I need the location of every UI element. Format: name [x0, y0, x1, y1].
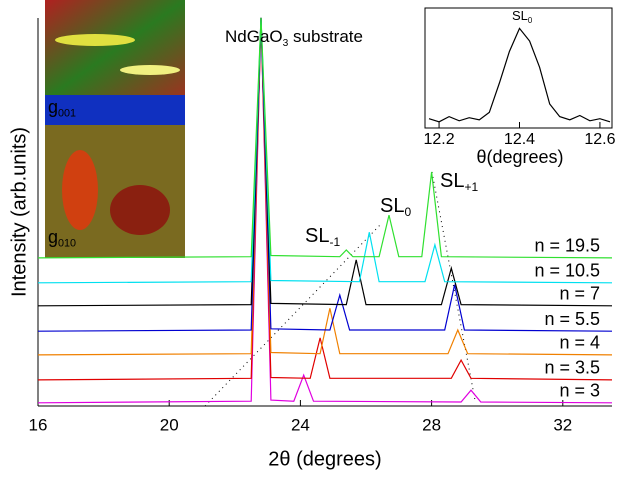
y-axis-label: Intensity (arb.units): [8, 127, 30, 297]
inset-frame: [424, 7, 613, 129]
annotation: SL0: [512, 8, 533, 25]
annotation: SL0: [380, 195, 411, 219]
annotation-sub: 001: [58, 107, 76, 119]
annotation-sub: 0: [404, 205, 411, 219]
inset-x-label: θ(degrees): [476, 147, 563, 167]
annotation: g010: [48, 227, 76, 250]
fit-line: [204, 224, 381, 407]
series-line: [428, 27, 611, 123]
series-label: n = 19.5: [534, 236, 600, 256]
annotation: NdGaO3 substrate: [225, 27, 363, 48]
x-tick-label: 20: [160, 415, 179, 434]
micrograph: [45, 0, 185, 258]
x-tick-label: 12.6: [584, 131, 615, 148]
series-label: n = 3: [559, 381, 600, 401]
annotation: SL-1: [305, 225, 340, 249]
annotation-text: NdGaO: [225, 27, 283, 46]
annotation-text: SL: [512, 8, 528, 23]
annotation-text: g: [48, 97, 58, 117]
series-label: n = 4: [559, 333, 600, 353]
x-tick-label: 32: [553, 415, 572, 434]
annotation-sub: 0: [528, 16, 533, 25]
fit-line: [431, 171, 476, 401]
annotation-sub: -1: [329, 235, 340, 249]
annotation-text: SL: [305, 225, 329, 247]
annotation-sub: +1: [464, 180, 478, 194]
annotation-text: g: [48, 227, 58, 247]
series-line: [37, 17, 613, 259]
annotation-sub: 010: [58, 237, 76, 249]
annotation-text: substrate: [288, 27, 363, 46]
annotation-text: SL: [440, 170, 464, 192]
annotation-sub: 3: [283, 38, 289, 49]
x-tick-label: 24: [291, 415, 310, 434]
annotation-text: SL: [380, 195, 404, 217]
x-tick-label: 16: [29, 415, 48, 434]
series-label: n = 5.5: [544, 309, 600, 329]
x-tick-label: 12.2: [423, 131, 454, 148]
series-label: n = 7: [559, 284, 600, 304]
annotation: g001: [48, 97, 76, 120]
x-tick-label: 28: [422, 415, 441, 434]
x-tick-label: 12.4: [504, 131, 535, 148]
series-label: n = 3.5: [544, 358, 600, 378]
annotation: SL+1: [440, 170, 478, 194]
x-axis-label: 2θ (degrees): [268, 448, 381, 470]
series-label: n = 10.5: [534, 261, 600, 281]
